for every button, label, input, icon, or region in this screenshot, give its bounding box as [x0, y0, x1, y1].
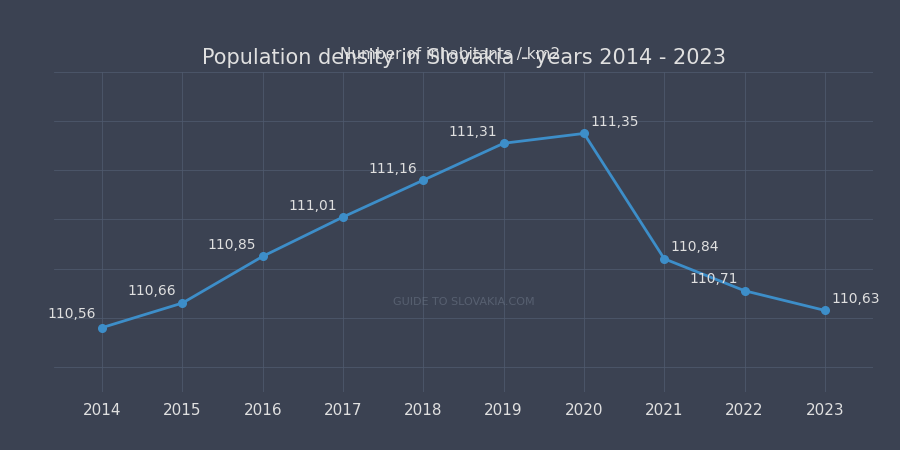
Text: 110,56: 110,56 — [48, 307, 95, 321]
Text: 110,71: 110,71 — [689, 272, 738, 286]
Text: 111,35: 111,35 — [590, 115, 639, 129]
Text: 111,31: 111,31 — [448, 125, 497, 139]
Text: 111,16: 111,16 — [368, 162, 417, 176]
Text: 110,85: 110,85 — [208, 238, 256, 252]
Text: 111,01: 111,01 — [288, 198, 337, 212]
Title: Population density in Slovakia - years 2014 - 2023: Population density in Slovakia - years 2… — [202, 48, 725, 68]
Text: Number of inhabitants / km2: Number of inhabitants / km2 — [340, 47, 560, 62]
Text: 110,84: 110,84 — [670, 240, 719, 254]
Text: GUIDE TO SLOVAKIA.COM: GUIDE TO SLOVAKIA.COM — [392, 297, 535, 307]
Text: 110,66: 110,66 — [128, 284, 176, 298]
Text: 110,63: 110,63 — [832, 292, 879, 306]
